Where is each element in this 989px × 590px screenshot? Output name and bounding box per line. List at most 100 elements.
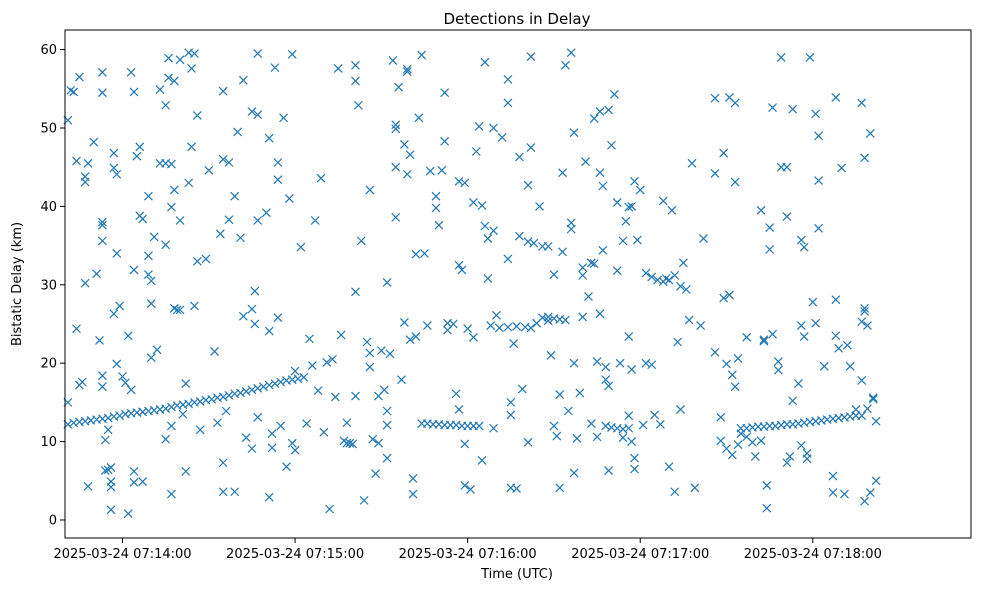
data-point bbox=[210, 346, 219, 356]
data-point bbox=[451, 389, 461, 399]
data-point bbox=[641, 268, 651, 278]
data-point bbox=[578, 263, 588, 272]
data-point bbox=[543, 241, 553, 251]
data-point bbox=[155, 85, 165, 95]
data-point bbox=[814, 176, 823, 185]
data-point bbox=[678, 258, 688, 268]
data-point bbox=[865, 488, 875, 497]
data-point bbox=[860, 153, 870, 163]
data-point bbox=[612, 198, 622, 207]
data-point bbox=[635, 185, 645, 195]
data-point bbox=[632, 235, 642, 245]
data-point bbox=[270, 379, 280, 388]
data-point bbox=[558, 168, 568, 178]
data-point bbox=[759, 336, 769, 346]
data-point bbox=[365, 185, 375, 195]
data-point bbox=[868, 393, 878, 403]
data-point bbox=[253, 49, 263, 58]
data-point bbox=[166, 489, 176, 499]
data-point bbox=[431, 191, 441, 201]
data-point bbox=[106, 505, 116, 515]
data-point bbox=[641, 358, 651, 368]
data-point bbox=[598, 245, 608, 255]
data-point bbox=[558, 247, 568, 257]
chart-title: Detections in Delay bbox=[444, 10, 591, 28]
x-tick-label: 2025-03-24 07:15:00 bbox=[226, 547, 364, 562]
y-tick-label: 20 bbox=[40, 357, 57, 372]
data-point bbox=[604, 105, 614, 115]
data-point bbox=[365, 362, 375, 372]
data-point bbox=[353, 100, 363, 110]
data-point bbox=[250, 319, 260, 329]
data-point bbox=[97, 67, 107, 77]
data-point bbox=[733, 440, 743, 450]
data-point bbox=[224, 390, 234, 400]
data-point bbox=[123, 509, 133, 519]
data-point bbox=[238, 75, 248, 85]
data-point bbox=[670, 487, 680, 497]
data-point bbox=[253, 412, 263, 422]
data-point bbox=[382, 278, 392, 287]
data-point bbox=[184, 399, 194, 409]
data-point bbox=[871, 416, 881, 426]
data-point bbox=[290, 445, 300, 455]
data-point bbox=[146, 299, 156, 309]
data-point bbox=[80, 278, 90, 288]
data-point bbox=[794, 379, 803, 388]
data-point bbox=[710, 93, 720, 103]
data-point bbox=[247, 444, 257, 454]
data-point bbox=[454, 260, 464, 270]
data-point bbox=[618, 236, 628, 246]
data-point bbox=[756, 436, 766, 446]
data-point bbox=[259, 382, 268, 392]
data-point bbox=[595, 107, 605, 116]
data-point bbox=[195, 425, 205, 435]
data-point bbox=[782, 212, 792, 222]
data-point bbox=[690, 483, 700, 493]
y-axis-label: Bistatic Delay (km) bbox=[10, 222, 25, 346]
data-point bbox=[512, 321, 521, 331]
data-point bbox=[348, 439, 358, 449]
data-point bbox=[218, 487, 228, 497]
data-point bbox=[184, 178, 194, 188]
data-point bbox=[293, 374, 303, 384]
data-point bbox=[66, 85, 76, 95]
data-point bbox=[638, 420, 648, 430]
data-point bbox=[555, 390, 565, 399]
data-point bbox=[379, 385, 389, 395]
data-point bbox=[561, 315, 570, 325]
data-point bbox=[129, 87, 139, 97]
data-point bbox=[630, 176, 639, 186]
data-point bbox=[828, 471, 838, 481]
data-point bbox=[273, 313, 283, 323]
data-point bbox=[601, 421, 611, 431]
data-point bbox=[138, 214, 148, 224]
data-point bbox=[264, 133, 274, 143]
data-point bbox=[724, 290, 734, 300]
data-point bbox=[382, 420, 392, 430]
data-point bbox=[480, 221, 490, 231]
data-point bbox=[609, 89, 619, 99]
data-point bbox=[546, 350, 556, 360]
data-point bbox=[236, 233, 245, 243]
y-tick-label: 10 bbox=[40, 435, 57, 450]
data-point bbox=[417, 50, 427, 60]
data-point bbox=[768, 329, 777, 339]
data-point bbox=[97, 382, 107, 392]
data-point bbox=[756, 205, 766, 215]
data-point bbox=[175, 55, 185, 65]
data-point bbox=[477, 455, 487, 465]
data-point bbox=[164, 73, 173, 83]
data-point bbox=[270, 63, 280, 73]
data-point bbox=[834, 343, 844, 353]
data-point bbox=[218, 392, 228, 402]
data-point bbox=[618, 433, 628, 443]
data-point bbox=[333, 63, 343, 73]
data-point bbox=[264, 326, 274, 336]
data-point bbox=[97, 371, 107, 381]
data-point bbox=[146, 353, 156, 363]
data-point bbox=[276, 377, 286, 387]
data-point bbox=[328, 354, 337, 364]
data-point bbox=[135, 142, 145, 152]
